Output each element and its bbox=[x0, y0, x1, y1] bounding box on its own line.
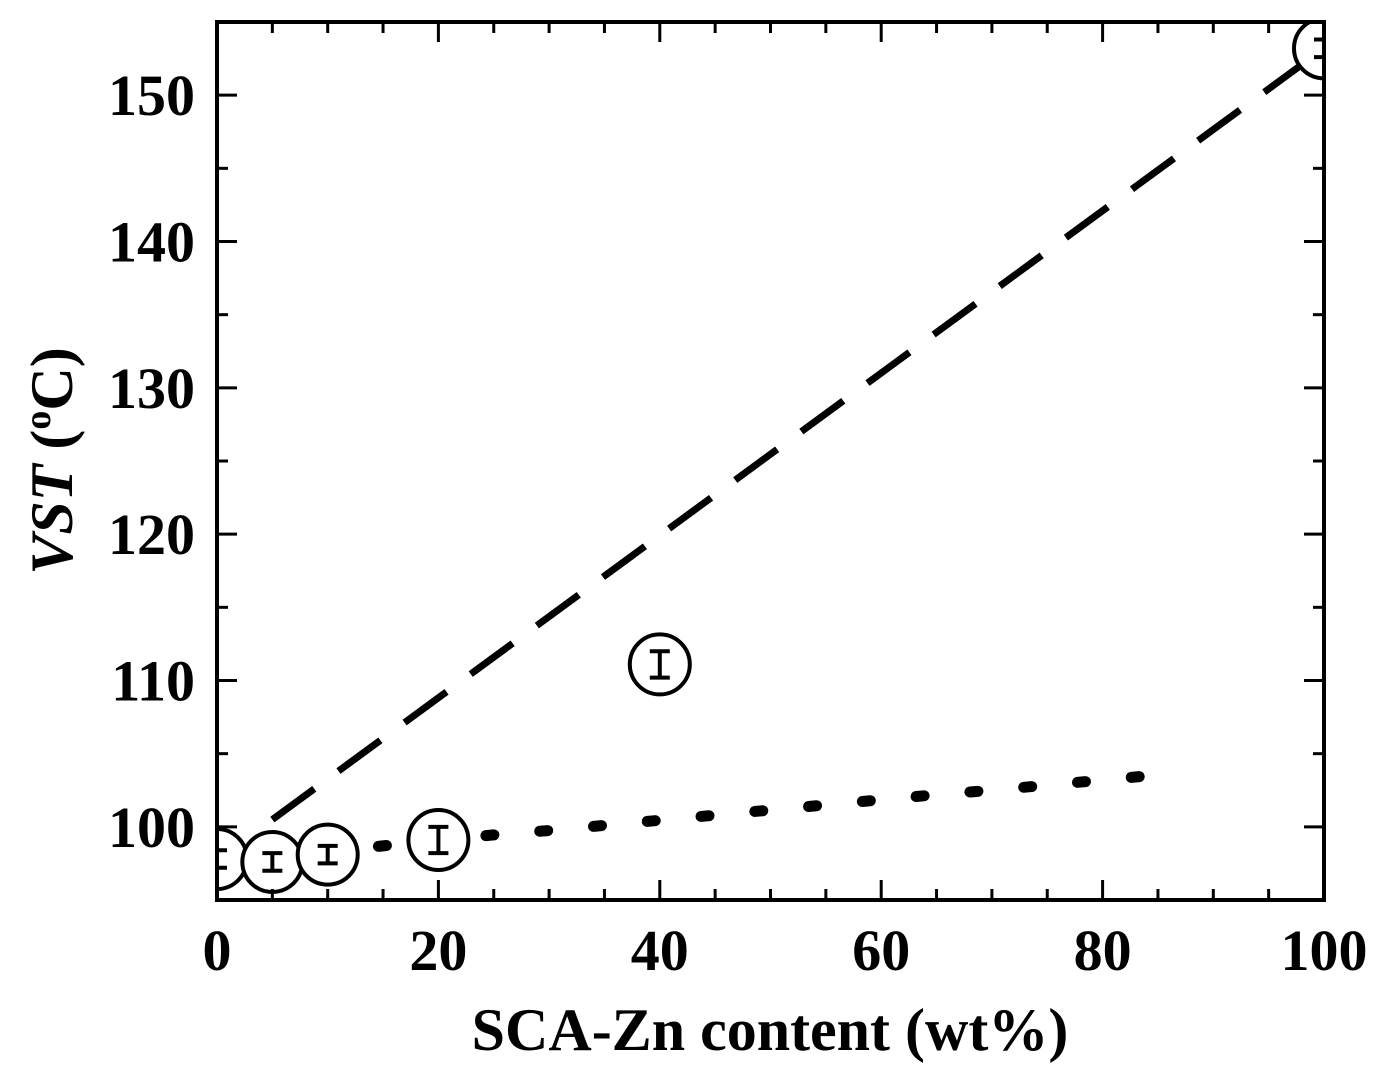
x-axis-title: SCA-Zn content (wt%) bbox=[472, 997, 1069, 1063]
y-axis-title-unit: C) bbox=[19, 347, 85, 410]
point-marker bbox=[1292, 22, 1324, 81]
axis-ticks bbox=[217, 22, 1324, 900]
data-point bbox=[627, 632, 692, 697]
data-point bbox=[1292, 22, 1324, 81]
y-tick-label: 120 bbox=[108, 502, 195, 567]
y-tick-label: 150 bbox=[108, 63, 195, 128]
x-tick-label: 0 bbox=[203, 918, 232, 983]
y-axis-title-var: VST bbox=[19, 462, 85, 574]
y-axis-title: VST (oC) bbox=[17, 347, 85, 574]
y-axis-title-open: ( bbox=[19, 430, 85, 465]
x-tick-label: 80 bbox=[1074, 918, 1132, 983]
trend-lines bbox=[217, 45, 1324, 865]
y-tick-label: 130 bbox=[108, 356, 195, 421]
x-tick-label: 100 bbox=[1281, 918, 1368, 983]
dashed-trend-line bbox=[270, 45, 1324, 823]
tick-labels: 0 20 40 60 80 100 100 110 120 130 140 150 bbox=[108, 63, 1368, 983]
x-tick-label: 40 bbox=[631, 918, 689, 983]
y-axis-title-degree: o bbox=[17, 411, 59, 430]
dotted-trend-line bbox=[217, 769, 1164, 865]
x-tick-label: 60 bbox=[852, 918, 910, 983]
y-tick-label: 140 bbox=[108, 210, 195, 275]
y-tick-label: 110 bbox=[111, 649, 195, 714]
y-tick-label: 100 bbox=[108, 795, 195, 860]
data-point bbox=[240, 829, 305, 894]
data-points bbox=[217, 22, 1324, 894]
data-point bbox=[295, 822, 360, 887]
plot-frame bbox=[215, 20, 1326, 902]
x-tick-label: 20 bbox=[409, 918, 467, 983]
data-point bbox=[406, 808, 471, 873]
